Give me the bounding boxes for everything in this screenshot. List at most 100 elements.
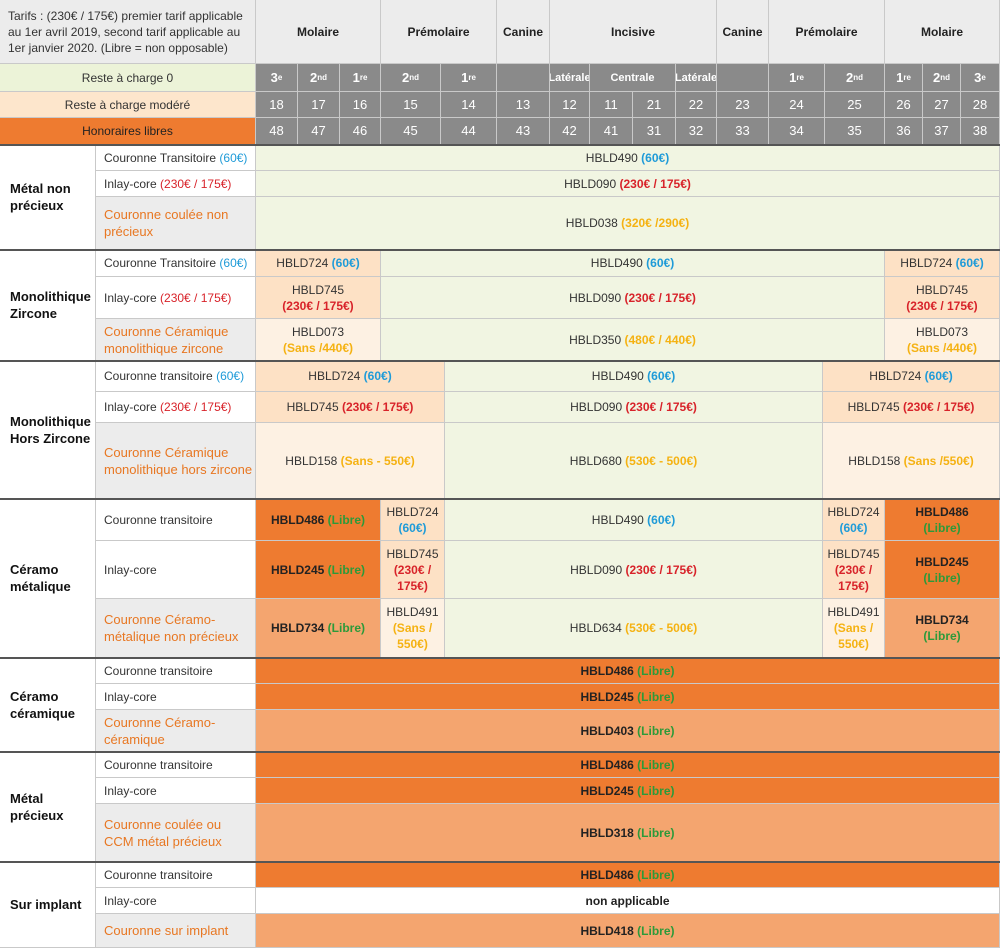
code-cell: HBLD486 (Libre) <box>885 499 1000 541</box>
price: (Libre) <box>637 867 675 882</box>
price: (60€) <box>839 520 868 535</box>
row-label-text: Couronne Céramique monolithique hors zir… <box>104 444 253 477</box>
code-cell: HBLD724 (60€) <box>823 499 885 541</box>
row-label-text: Couronne Transitoire <box>104 150 217 165</box>
tooth-number: 25 <box>825 92 885 118</box>
row-label-text: Inlay-core <box>104 689 157 704</box>
tooth-text: 45 <box>403 123 418 138</box>
section-name: Métal non précieux <box>10 181 71 213</box>
tooth-number: 26 <box>885 92 923 118</box>
section-name: Céramo métalique <box>10 562 71 594</box>
code: HBLD745 <box>386 546 439 561</box>
code-cell: HBLD158 (Sans /550€) <box>823 423 1000 499</box>
row-label-text: Couronne Céramo-métalique non précieux <box>104 612 239 644</box>
tooth-number: 11 <box>590 92 633 118</box>
price: (230€ / 175€) <box>902 400 975 414</box>
price: (60€) <box>647 512 676 527</box>
tooth-text: 33 <box>735 123 750 138</box>
price: (230€ / 175€) <box>625 562 697 577</box>
tooth-text: 23 <box>735 96 750 112</box>
row-label-text: Couronne coulée ou CCM métal précieux <box>104 816 222 849</box>
code: HBLD490 <box>591 369 644 383</box>
tooth-text: 48 <box>269 123 284 138</box>
tooth-number: 15 <box>381 92 441 118</box>
row-price: (230€ / 175€) <box>160 176 232 191</box>
code-cell: HBLD634 (530€ - 500€) <box>445 599 823 658</box>
code-cell: HBLD724 (60€) <box>256 250 381 277</box>
group-premolaire-left: Prémolaire <box>381 0 497 64</box>
tooth-number: 28 <box>961 92 1000 118</box>
racm-label: Reste à charge modéré <box>0 92 256 118</box>
tooth-text: 17 <box>311 96 326 112</box>
price: (Libre) <box>327 562 366 577</box>
code-cell: HBLD745 (230€ / 175€) <box>885 277 1000 319</box>
section-label: Monolithique Zircone <box>0 250 96 361</box>
code-cell: HBLD245 (Libre) <box>885 541 1000 599</box>
group-label: Canine <box>722 24 763 39</box>
price: (60€) <box>331 256 360 270</box>
rac0-cell: Latérale <box>550 64 590 92</box>
code: HBLD090 <box>564 176 617 191</box>
code-cell: HBLD724 (60€) <box>381 499 445 541</box>
price: (320€ /290€) <box>621 216 690 230</box>
tooth-number: 27 <box>923 92 961 118</box>
row-label: Couronne Céramique monolithique zircone <box>96 319 256 361</box>
code: HBLD418 <box>580 923 634 938</box>
code-cell: HBLD745 (230€ / 175€) <box>381 541 445 599</box>
row-label: Inlay-core <box>96 541 256 599</box>
code-cell: HBLD403 (Libre) <box>256 710 1000 752</box>
row-label: Couronne transitoire (60€) <box>96 361 256 392</box>
section-divider <box>0 751 1000 753</box>
tooth-number: 31 <box>633 118 676 145</box>
row-label-text: Inlay-core <box>104 783 157 798</box>
tooth-number: 24 <box>769 92 825 118</box>
row-label-text: Inlay-core <box>104 400 157 414</box>
code-cell: HBLD745 (230€ / 175€) <box>256 277 381 319</box>
code-cell: HBLD090 (230€ / 175€) <box>445 541 823 599</box>
code-cell: HBLD158 (Sans - 550€) <box>256 423 445 499</box>
code-cell: HBLD245 (Libre) <box>256 541 381 599</box>
tooth-number: 18 <box>256 92 298 118</box>
price: (Sans /440€) <box>906 340 978 355</box>
code-cell: HBLD745 (230€ / 175€) <box>823 392 1000 423</box>
tooth-text: 13 <box>515 96 531 112</box>
row-label: Inlay-core (230€ / 175€) <box>96 392 256 423</box>
row-label-text: Couronne transitoire <box>104 867 213 882</box>
code-cell: HBLD745 (230€ / 175€) <box>823 541 885 599</box>
code-cell: HBLD745 (230€ / 175€) <box>256 392 445 423</box>
rac0-cell: 1 re <box>769 64 825 92</box>
rac0-text: Latérale <box>676 71 717 84</box>
code: HBLD491 <box>827 605 880 619</box>
tooth-number: 23 <box>717 92 769 118</box>
code-cell: HBLD245 (Libre) <box>256 684 1000 710</box>
price: (Libre) <box>923 629 961 643</box>
row-label: Inlay-core (230€ / 175€) <box>96 171 256 197</box>
price: (Sans / 550€) <box>833 621 874 651</box>
rac0-cell: Latérale <box>676 64 717 92</box>
price: (60€) <box>398 520 427 535</box>
section-label: Monolithique Hors Zircone <box>0 361 96 499</box>
code-cell: non applicable <box>256 888 1000 914</box>
rac0-cell: 1 re <box>885 64 923 92</box>
group-canine-right: Canine <box>717 0 769 64</box>
code-cell: HBLD724 (60€) <box>823 361 1000 392</box>
code-cell: HBLD490 (60€) <box>381 250 885 277</box>
code-cell: HBLD724 (60€) <box>256 361 445 392</box>
price: (230€ / 175€) <box>625 400 697 414</box>
rac0-cell: 1 re <box>441 64 497 92</box>
price: (230€ / 175€) <box>906 298 978 313</box>
price: (Libre) <box>637 723 675 738</box>
code: HBLD745 <box>286 400 339 414</box>
group-label: Molaire <box>920 24 963 39</box>
price: (Libre) <box>637 757 675 772</box>
row-label-text: Couronne transitoire <box>104 369 213 383</box>
hl-label: Honoraires libres <box>0 118 256 145</box>
code: HBLD490 <box>590 256 643 270</box>
price: (60€) <box>647 369 676 383</box>
row-price: (230€ / 175€) <box>160 290 232 305</box>
row-price: (60€) <box>219 256 248 270</box>
code: HBLD724 <box>276 256 329 270</box>
tooth-text: 32 <box>688 123 704 138</box>
code-cell: HBLD734 (Libre) <box>256 599 381 658</box>
